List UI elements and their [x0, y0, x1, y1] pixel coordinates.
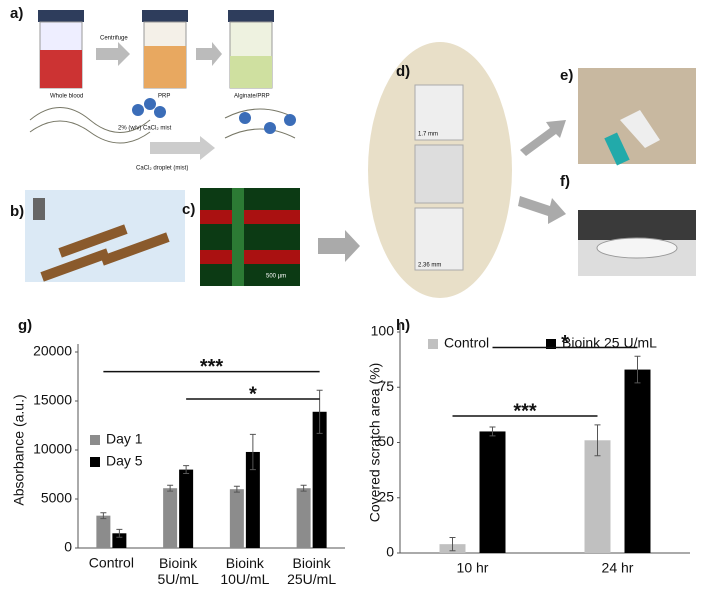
x-tick-label: 24 hr [602, 560, 634, 576]
error-bar [316, 389, 323, 434]
legend-swatch [428, 339, 438, 349]
bar [479, 431, 506, 553]
x-tick-label: Bioink 25U/mL [287, 555, 336, 587]
significance-label: * [249, 383, 257, 405]
bar [245, 451, 260, 548]
legend-label: Control [444, 335, 489, 351]
panel-label: b) [10, 203, 24, 220]
significance-label: *** [200, 356, 224, 378]
x-tick-label: 10 hr [457, 560, 489, 576]
error-bar [594, 424, 601, 457]
panel-label: g) [18, 317, 32, 334]
panel-label: a) [10, 5, 23, 22]
error-bar [116, 528, 123, 538]
x-tick-label: Control [89, 555, 134, 571]
panel-c-art [200, 188, 300, 286]
y-tick-label: 10000 [33, 441, 72, 457]
panel-label: f) [560, 173, 570, 190]
x-tick-label: Bioink 10U/mL [220, 555, 269, 587]
y-tick-label: 0 [386, 544, 394, 560]
caption: CaCl₂ droplet (mist) [136, 166, 188, 172]
caption: Centrifuge [100, 36, 128, 42]
error-bar [233, 485, 240, 493]
bar [96, 515, 111, 548]
significance-label: *** [513, 400, 537, 422]
bar [179, 469, 194, 548]
legend-label: Bioink 25 U/mL [562, 335, 657, 351]
panel-label: h) [396, 317, 410, 334]
y-tick-label: 5000 [41, 490, 72, 506]
scale-label: 2.36 mm [418, 263, 441, 269]
y-tick-label: 20000 [33, 343, 72, 359]
bar [112, 533, 127, 548]
bar [584, 440, 611, 553]
bar [229, 489, 244, 548]
legend-label: Day 5 [106, 453, 143, 469]
x-tick-label: Bioink 5U/mL [158, 555, 199, 587]
legend-swatch [546, 339, 556, 349]
legend-label: Day 1 [106, 431, 143, 447]
bar [296, 488, 311, 548]
y-axis-label: Absorbance (a.u.) [11, 394, 27, 505]
caption: 2% (w/v) CaCl₂ mist [118, 126, 172, 132]
y-tick-label: 15000 [33, 392, 72, 408]
scale-label: 500 µm [266, 274, 286, 280]
panel-label: e) [560, 67, 573, 84]
scale-label: 1.7 mm [418, 132, 438, 138]
caption: PRP [158, 94, 170, 100]
error-bar [634, 355, 641, 384]
bar [312, 411, 327, 548]
y-tick-label: 100 [371, 323, 395, 339]
error-bar [300, 484, 307, 492]
caption: Whole blood [50, 94, 83, 100]
panel-a-art [29, 10, 296, 160]
y-tick-label: 75 [378, 378, 394, 394]
panel-label: d) [396, 63, 410, 80]
error-bar [489, 426, 496, 437]
bar [163, 488, 178, 548]
y-tick-label: 25 [378, 488, 394, 504]
legend-swatch [90, 457, 100, 467]
y-tick-label: 0 [64, 539, 72, 555]
bar [624, 369, 651, 553]
caption: Alginate/PRP [234, 94, 270, 100]
error-bar [100, 512, 107, 520]
error-bar [249, 433, 256, 471]
error-bar [167, 484, 174, 492]
error-bar [183, 465, 190, 475]
y-tick-label: 50 [378, 433, 394, 449]
error-bar [449, 537, 456, 552]
panel-label: c) [182, 201, 195, 218]
significance-label: * [561, 332, 569, 354]
legend-swatch [90, 435, 100, 445]
y-axis-label: Covered scratch area (%) [367, 363, 383, 523]
